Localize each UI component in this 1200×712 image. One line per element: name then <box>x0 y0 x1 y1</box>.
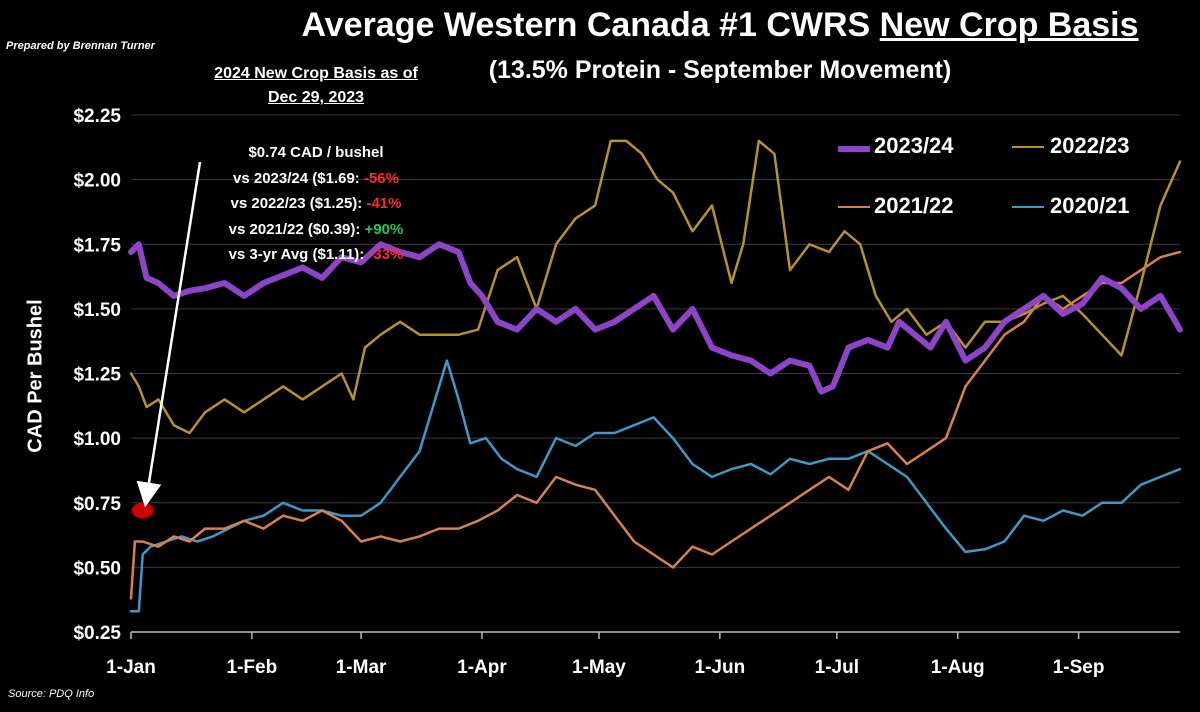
annotation-box: $0.74 CAD / bushel vs 2023/24 ($1.69: -5… <box>196 140 436 268</box>
annotation-row-text: vs 2021/22 ($0.39): <box>228 220 365 238</box>
annotation-arrows <box>136 161 202 508</box>
axes: $0.25 $0.50 $0.75 $1.00 $1.25 $1.50 $1.75 $2.00… <box>73 106 1180 678</box>
gridlines <box>131 114 1180 633</box>
y-tick-label: $1.75 <box>73 235 121 256</box>
prepared-by: Prepared by Brennan Turner <box>6 40 155 52</box>
series-line-2023-24 <box>128 241 1183 395</box>
legend-label-2020-21: 2020/21 <box>1050 193 1130 218</box>
series-line-2022-23 <box>129 139 1182 435</box>
annotation-row-text: vs 2023/24 ($1.69: <box>233 169 364 187</box>
title-part1: Average Western Canada #1 CWRS <box>301 6 880 44</box>
y-tick-label: $2.25 <box>73 106 121 127</box>
legend-label-2021-22: 2021/22 <box>874 193 954 218</box>
annotation-arrow <box>136 161 202 508</box>
y-tick-label: $1.00 <box>73 429 121 450</box>
x-tick-label: 1-May <box>572 657 626 678</box>
annotation-row-pct: -33% <box>368 246 404 263</box>
legend-swatch-2020-21 <box>1012 206 1044 208</box>
series-lines <box>128 139 1183 613</box>
annotation-row-pct: -56% <box>363 169 399 187</box>
legend-label-2022-23: 2022/23 <box>1050 133 1130 158</box>
x-tick-label: 1-Apr <box>457 657 507 678</box>
x-tick-label: 1-Aug <box>931 657 985 678</box>
annotation-row-text: vs 3-yr Avg ($1.11): <box>228 246 369 263</box>
legend-label-2023-24: 2023/24 <box>874 133 954 158</box>
y-tick-label: $0.25 <box>73 623 121 644</box>
y-tick-label: $2.00 <box>73 171 121 192</box>
legend-swatch-2022-23 <box>1012 146 1044 148</box>
y-tick-label: $0.50 <box>73 558 121 579</box>
source-note: Source: PDQ Info <box>8 688 95 700</box>
annotation-row-pct: +90% <box>364 220 404 238</box>
chart-title: Average Western Canada #1 CWRS New Crop … <box>240 6 1200 45</box>
annotation-header-line2: Dec 29, 2023 <box>267 89 365 106</box>
title-part2: New Crop Basis <box>879 6 1139 44</box>
chart-subtitle: (13.5% Protein - September Movement) <box>488 56 952 84</box>
legend-swatch-2023-24 <box>838 146 870 152</box>
annotation-row-text: vs 2022/23 ($1.25): <box>230 195 367 212</box>
annotation-header-line1: 2024 New Crop Basis as of <box>214 65 418 82</box>
x-tick-label: 1-Sep <box>1053 657 1105 678</box>
x-tick-label: 1-Feb <box>227 657 278 678</box>
annotation-row: vs 3-yr Avg ($1.11): -33% <box>196 242 436 268</box>
annotation-line1: $0.74 CAD / bushel <box>248 144 384 161</box>
legend-swatch-2021-22 <box>838 206 870 208</box>
annotation-row: vs 2023/24 ($1.69: -56% <box>196 166 436 192</box>
annotation-row: vs 2022/23 ($1.25): -41% <box>196 191 436 217</box>
y-tick-label: $1.25 <box>73 365 121 386</box>
x-tick-label: 1-Mar <box>336 657 387 678</box>
annotation-row-pct: -41% <box>366 195 402 212</box>
series-line-2021-22 <box>129 250 1182 600</box>
y-tick-label: $0.75 <box>73 494 121 515</box>
x-tick-label: 1-Jun <box>695 657 746 678</box>
x-tick-label: 1-Jul <box>815 657 859 678</box>
series-line-2020-21 <box>129 359 1182 613</box>
annotation-row: vs 2021/22 ($0.39): +90% <box>196 217 436 243</box>
x-tick-label: 1-Jan <box>106 657 156 678</box>
annotation-header: 2024 New Crop Basis as of Dec 29, 2023 <box>196 62 436 110</box>
y-tick-label: $1.50 <box>73 300 121 321</box>
new-crop-basis-marker <box>131 502 154 519</box>
y-axis-label: CAD Per Bushel <box>24 299 47 453</box>
